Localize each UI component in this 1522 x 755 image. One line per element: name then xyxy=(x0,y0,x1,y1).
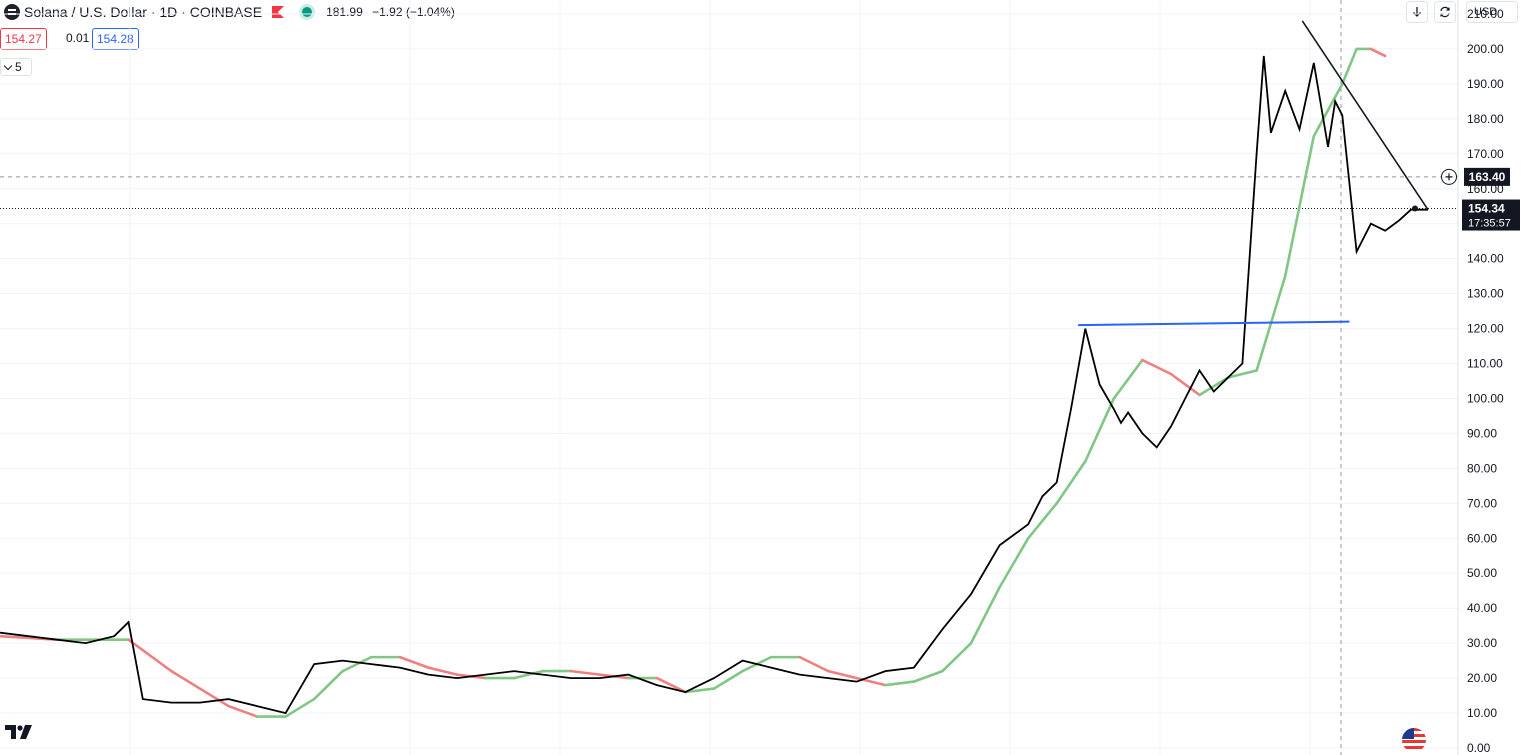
currency-selector[interactable]: USD xyxy=(1466,1,1518,23)
moving-average-segment xyxy=(427,666,459,676)
y-tick-label: 180.00 xyxy=(1467,112,1504,126)
last-price-text: 154.34 xyxy=(1468,202,1505,216)
tradingview-logo-icon[interactable] xyxy=(4,722,36,742)
price-axis: 210.00200.00190.00180.00170.00160.00150.… xyxy=(1457,0,1504,755)
ohlc-values: 181.99 −1.92 (−1.04%) xyxy=(326,5,461,19)
indicator-count: 5 xyxy=(15,60,22,74)
horizontal-line xyxy=(1078,320,1350,327)
y-tick-label: 190.00 xyxy=(1467,77,1504,91)
symbol-title[interactable]: Solana / U.S. Dollar · 1D · COINBASE xyxy=(24,4,263,20)
moving-average-segment xyxy=(512,669,544,680)
moving-average-segment xyxy=(684,687,716,694)
y-tick-label: 100.00 xyxy=(1467,391,1504,405)
y-tick-label: 120.00 xyxy=(1467,322,1504,336)
moving-average-segment xyxy=(569,669,602,676)
moving-average-segment xyxy=(1341,47,1358,86)
moving-average-segment xyxy=(1369,47,1387,58)
y-tick-label: 80.00 xyxy=(1467,461,1497,475)
us-flag-icon[interactable] xyxy=(1402,728,1426,752)
moving-average-segment xyxy=(741,655,773,673)
moving-average-segment xyxy=(598,673,630,680)
moving-average-segment xyxy=(655,676,687,694)
trend-line xyxy=(1301,20,1429,211)
refresh-icon xyxy=(1440,6,1450,18)
countdown-text: 17:35:57 xyxy=(1468,218,1511,230)
moving-average-segment xyxy=(170,669,230,708)
moving-average-segment xyxy=(227,704,259,718)
spread-value: 0.01 xyxy=(62,28,94,48)
crosshair-price-text: 163.40 xyxy=(1469,170,1506,184)
moving-average-segment xyxy=(1083,397,1116,463)
moving-average-segment xyxy=(912,669,944,683)
moving-average-segment xyxy=(1026,502,1059,540)
chevron-down-icon xyxy=(3,61,13,70)
moving-average-segment xyxy=(969,585,1001,645)
moving-average-segment xyxy=(798,655,830,673)
y-tick-label: 40.00 xyxy=(1467,601,1497,615)
last-price-label: 154.34 17:35:57 xyxy=(1462,199,1520,231)
moving-average-segment xyxy=(341,655,373,673)
moving-average-segment xyxy=(1169,372,1201,397)
flag-icon[interactable] xyxy=(272,6,285,18)
moving-average-segment xyxy=(312,669,345,701)
sell-button[interactable]: 154.27 xyxy=(0,28,47,50)
last-price-dot xyxy=(1412,205,1418,212)
y-tick-label: 160.00 xyxy=(1467,182,1504,196)
y-tick-label: 90.00 xyxy=(1467,426,1497,440)
y-tick-label: 20.00 xyxy=(1467,671,1497,685)
moving-average-segment xyxy=(127,638,173,673)
price-line xyxy=(0,55,1428,715)
ohlc-change: −1.92 (−1.04%) xyxy=(372,5,455,19)
buy-button[interactable]: 154.28 xyxy=(92,28,139,50)
y-tick-label: 0.00 xyxy=(1467,741,1491,755)
moving-average-segment xyxy=(998,536,1030,589)
moving-average-segment xyxy=(941,641,973,673)
moving-average-segment xyxy=(1055,460,1087,505)
market-status-icon[interactable] xyxy=(302,7,313,17)
y-tick-label: 70.00 xyxy=(1467,496,1497,510)
moving-average-segment xyxy=(284,697,316,718)
chart-grid xyxy=(0,0,1458,755)
moving-average-segment xyxy=(398,655,430,669)
moving-average-segment xyxy=(1141,358,1173,376)
ohlc-price: 181.99 xyxy=(326,5,363,19)
moving-average-segment xyxy=(712,669,744,690)
y-tick-label: 130.00 xyxy=(1467,287,1504,301)
y-tick-label: 200.00 xyxy=(1467,42,1504,56)
plus-icon xyxy=(1445,173,1453,181)
y-tick-label: 140.00 xyxy=(1467,252,1504,266)
moving-average-segment xyxy=(826,669,859,680)
moving-average-line xyxy=(0,47,1387,718)
moving-average-segment xyxy=(884,680,916,687)
moving-average-segment xyxy=(1312,82,1344,138)
download-button[interactable] xyxy=(1406,1,1428,23)
add-alert-icon xyxy=(1441,168,1457,185)
arrow-down-icon xyxy=(1413,7,1421,17)
moving-average-segment xyxy=(0,634,59,641)
crosshair-price-label: 163.40 xyxy=(1441,167,1510,186)
y-tick-label: 10.00 xyxy=(1467,706,1497,720)
indicators-toggle[interactable]: 5 xyxy=(0,58,32,76)
y-tick-label: 170.00 xyxy=(1467,147,1504,161)
moving-average-segment xyxy=(455,673,487,680)
y-tick-label: 110.00 xyxy=(1467,357,1503,371)
moving-average-segment xyxy=(1226,369,1258,379)
moving-average-segment xyxy=(855,676,887,687)
y-tick-label: 30.00 xyxy=(1467,636,1497,650)
moving-average-segment xyxy=(1198,376,1230,397)
moving-average-segment xyxy=(1283,135,1316,278)
y-tick-label: 150.00 xyxy=(1467,217,1504,231)
solana-logo-icon xyxy=(4,4,20,20)
chart-header: Solana / U.S. Dollar · 1D · COINBASE 181… xyxy=(0,0,461,24)
refresh-button[interactable] xyxy=(1434,1,1456,23)
moving-average-segment xyxy=(1112,358,1144,400)
moving-average-segment xyxy=(1255,274,1287,372)
y-tick-label: 60.00 xyxy=(1467,531,1497,545)
y-tick-label: 50.00 xyxy=(1467,566,1497,580)
